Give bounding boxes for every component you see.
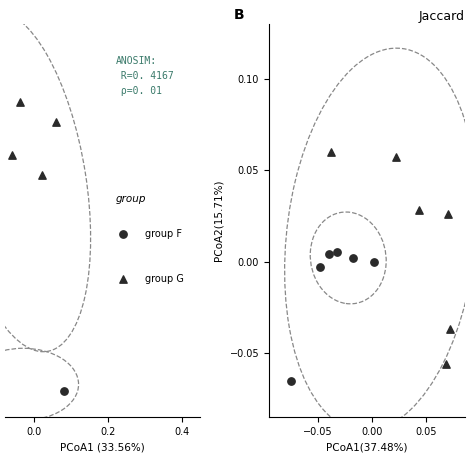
- Point: [9, 151, 16, 159]
- Text: B: B: [234, 8, 244, 22]
- Point: [287, 377, 294, 384]
- Point: [442, 360, 450, 368]
- Point: [119, 276, 127, 283]
- Text: group F: group F: [145, 228, 182, 238]
- Point: [334, 249, 341, 256]
- Text: ANOSIM:
 R=0. 4167
 ρ=0. 01: ANOSIM: R=0. 4167 ρ=0. 01: [116, 56, 174, 96]
- Point: [392, 154, 400, 161]
- Point: [371, 258, 378, 265]
- Point: [445, 210, 452, 218]
- Point: [53, 118, 60, 126]
- Point: [447, 326, 454, 333]
- Point: [316, 263, 324, 271]
- Point: [349, 254, 356, 262]
- Point: [327, 148, 335, 155]
- Point: [16, 99, 23, 106]
- Y-axis label: PCoA2(15.71%): PCoA2(15.71%): [214, 180, 224, 261]
- Text: Jaccard: Jaccard: [419, 9, 465, 23]
- X-axis label: PCoA1(37.48%): PCoA1(37.48%): [326, 442, 408, 452]
- Text: group: group: [116, 194, 146, 204]
- Point: [325, 250, 332, 258]
- Point: [119, 230, 127, 237]
- Point: [38, 171, 46, 178]
- Text: group G: group G: [145, 274, 184, 284]
- X-axis label: PCoA1 (33.56%): PCoA1 (33.56%): [60, 442, 145, 452]
- Point: [415, 207, 423, 214]
- Point: [60, 387, 68, 395]
